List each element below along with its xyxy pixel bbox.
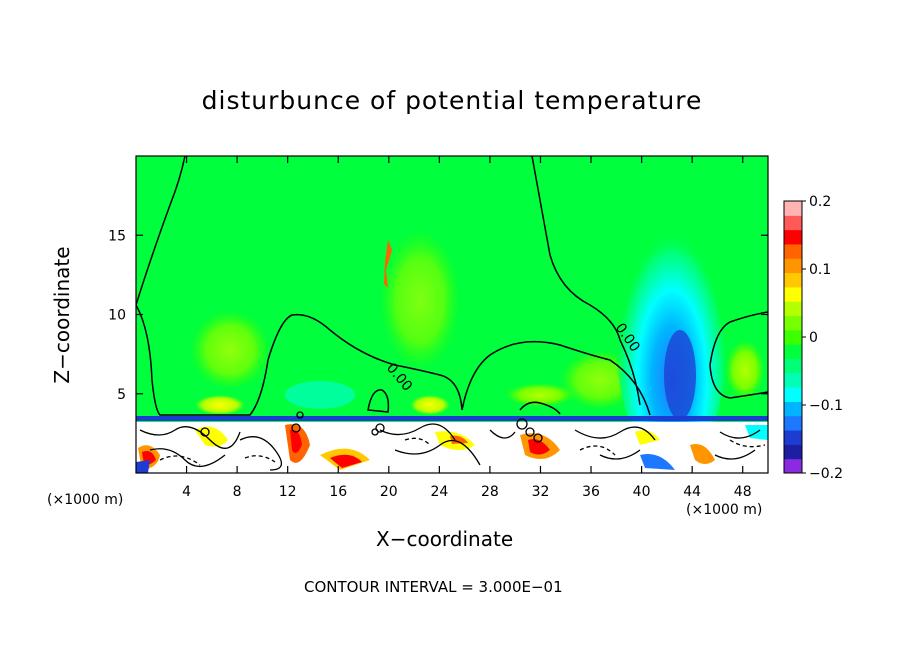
colorbar-swatch xyxy=(784,301,802,317)
colorbar-swatch xyxy=(784,444,802,460)
colorbar-swatch xyxy=(784,243,802,259)
zero-contour xyxy=(519,401,561,415)
x-tick-label: 28 xyxy=(481,484,499,500)
x-axis: 4 8 12 16 20 24 28 32 36 40 44 48 xyxy=(182,156,752,500)
colorbar-swatch xyxy=(784,358,802,374)
warm-region xyxy=(725,340,765,400)
cold-plume-core xyxy=(664,330,696,420)
x-tick-label: 48 xyxy=(734,484,752,500)
zero-contour xyxy=(136,304,651,416)
x-tick-label: 16 xyxy=(329,484,347,500)
x-tick-label: 40 xyxy=(633,484,651,500)
colorbar-swatch xyxy=(784,458,802,474)
colorbar-swatch xyxy=(784,387,802,402)
field-image: 0.00 0.00 xyxy=(136,156,768,473)
y-tick-label: 5 xyxy=(117,387,126,403)
warm-region xyxy=(190,310,270,390)
x-tick-label: 8 xyxy=(233,484,242,500)
colorbar-swatch xyxy=(784,272,802,288)
colorbar-swatch xyxy=(784,415,802,431)
colorbar-tick-label: −0.2 xyxy=(809,466,843,482)
warm-region xyxy=(505,383,575,407)
colorbar-swatch xyxy=(784,372,802,388)
colorbar-tick-label: 0 xyxy=(809,330,818,346)
x-unit-label-left: (×1000 m) xyxy=(47,492,124,508)
colorbar-tick-label: 0.2 xyxy=(809,194,831,210)
zero-contour xyxy=(367,389,390,413)
colorbar: 0.2 0.1 0 −0.1 −0.2 xyxy=(783,194,843,482)
warm-region xyxy=(195,395,245,415)
boundary-contours-dashed xyxy=(159,437,766,466)
colorbar-swatch xyxy=(784,215,802,231)
zero-contour xyxy=(136,156,186,306)
colorbar-swatch xyxy=(784,258,802,274)
colorbar-swatch xyxy=(784,401,802,417)
colorbar-tick-label: 0.1 xyxy=(809,262,831,278)
colorbar-tick-label: −0.1 xyxy=(809,398,843,414)
colorbar-swatch xyxy=(784,315,802,331)
colorbar-swatch xyxy=(784,344,802,359)
colorbar-swatch xyxy=(784,286,802,302)
y-tick-label: 10 xyxy=(108,308,126,324)
warm-region xyxy=(380,230,460,370)
cold-region xyxy=(285,381,355,409)
zero-contour xyxy=(709,311,768,399)
contour-interval-note: CONTOUR INTERVAL = 3.000E−01 xyxy=(304,578,563,596)
x-tick-label: 44 xyxy=(683,484,701,500)
x-tick-label: 4 xyxy=(182,484,191,500)
zero-contour xyxy=(531,156,641,406)
colorbar-swatch xyxy=(784,229,802,245)
boundary-contours xyxy=(139,423,761,471)
y-tick-label: 15 xyxy=(108,228,126,244)
warm-region xyxy=(410,395,450,415)
colorbar-swatch xyxy=(784,329,802,345)
x-tick-label: 32 xyxy=(532,484,550,500)
x-tick-label: 24 xyxy=(430,484,448,500)
boundary-line xyxy=(136,416,768,421)
colorbar-swatch xyxy=(784,430,802,445)
chart-title: disturbunce of potential temperature xyxy=(201,86,703,115)
x-tick-label: 20 xyxy=(380,484,398,500)
cold-plume xyxy=(614,170,730,470)
boundary-circles xyxy=(200,411,543,443)
colorbar-swatch xyxy=(784,201,802,216)
hot-streak xyxy=(384,240,392,288)
y-axis: 5 10 15 xyxy=(108,228,768,403)
x-tick-label: 36 xyxy=(582,484,600,500)
x-unit-label-right: (×1000 m) xyxy=(686,502,763,518)
x-tick-label: 12 xyxy=(279,484,297,500)
x-axis-label: X−coordinate xyxy=(376,527,514,551)
